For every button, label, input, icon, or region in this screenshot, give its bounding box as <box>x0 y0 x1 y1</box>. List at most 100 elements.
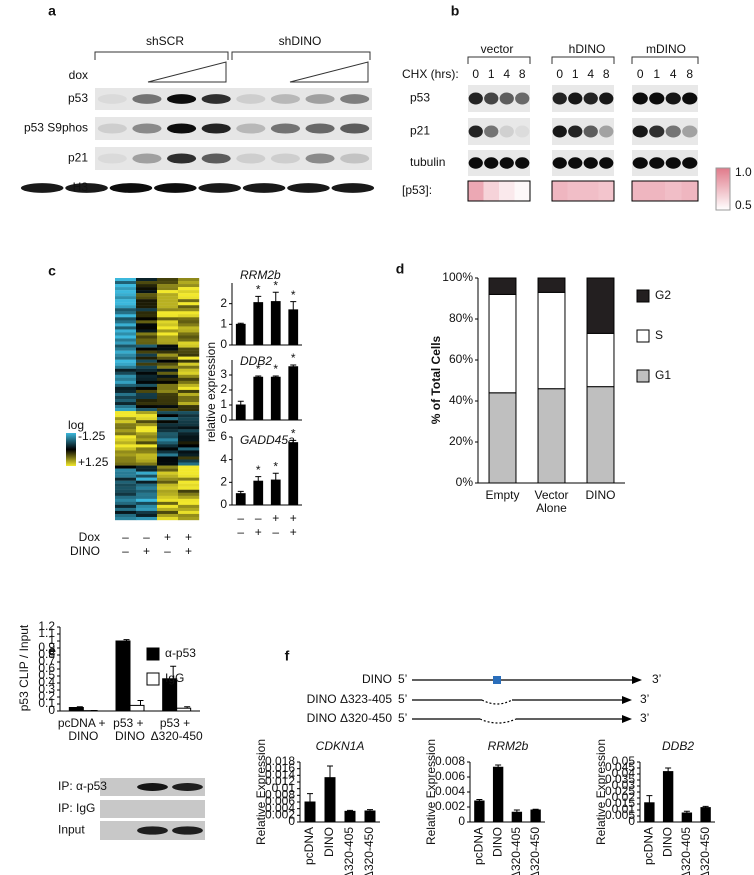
blot-band <box>515 92 530 105</box>
blot <box>20 177 375 199</box>
heatmap-cell <box>178 278 200 282</box>
heatmap-cell <box>157 489 179 493</box>
panel-label: c <box>48 263 56 279</box>
bracket <box>631 56 699 64</box>
heatmap-cell <box>136 353 158 357</box>
blot-band <box>340 123 370 134</box>
heatmap-cell <box>136 287 158 291</box>
heatmap-cell <box>136 441 158 445</box>
quant-cell <box>665 181 682 201</box>
heatmap-cell <box>115 359 137 363</box>
blot-band <box>287 183 330 193</box>
y-tick-label: 1 <box>220 397 227 411</box>
bar <box>253 302 264 346</box>
heatmap-cell <box>178 513 200 518</box>
time-label: 0 <box>556 67 563 81</box>
heatmap-cell <box>136 380 158 385</box>
heatmap-cell <box>178 435 200 439</box>
heatmap-cell <box>157 447 179 451</box>
heatmap-cell <box>157 395 179 400</box>
heatmap-cell <box>157 516 179 521</box>
heatmap-cell <box>115 492 137 496</box>
heatmap-cell <box>157 435 179 439</box>
heatmap-cell <box>136 444 158 448</box>
heatmap-cell <box>115 414 137 418</box>
heatmap-cell <box>115 311 137 315</box>
quant-box <box>631 180 699 202</box>
heatmap-cell <box>136 429 158 433</box>
deletion-gap <box>481 699 513 705</box>
panel-label: d <box>396 261 405 277</box>
heatmap-cell <box>157 308 179 312</box>
heatmap-cell <box>115 356 137 360</box>
y-tick-label: 0.3 <box>38 682 55 696</box>
blot-band <box>201 123 231 134</box>
x-tick-label: Vector Alone <box>534 488 568 515</box>
heatmap-cell <box>178 423 200 427</box>
error-bar <box>367 809 373 811</box>
heatmap-cell <box>157 477 179 481</box>
heatmap-cell <box>115 386 137 391</box>
heatmap-cell <box>178 417 200 421</box>
heatmap-cell <box>157 323 179 327</box>
heatmap-cell <box>178 426 200 430</box>
blot-band <box>499 92 514 105</box>
axis-title: CHX (hrs): <box>402 67 459 81</box>
bar-segment <box>537 388 566 484</box>
y-tick-label: 0.005 <box>605 808 635 822</box>
heatmap-cell <box>136 504 158 509</box>
bar <box>662 771 674 823</box>
heatmap-cell <box>115 438 137 442</box>
heatmap-cell <box>136 389 158 394</box>
row-label: p53 S9phos <box>24 121 88 135</box>
heatmap-cell <box>157 347 179 351</box>
bar <box>530 809 541 823</box>
x-tick-label: pcDNA <box>302 827 316 865</box>
blot-band <box>270 153 300 164</box>
heatmap-cell <box>178 477 200 481</box>
y-tick-label: 0.8 <box>38 647 55 661</box>
blot-band <box>599 92 614 105</box>
row-label: IP: α-p53 <box>58 779 107 793</box>
heatmap-cell <box>115 456 137 460</box>
x-tick-label: DINO <box>322 827 336 857</box>
dose-wedge <box>289 61 369 83</box>
y-tick-label: 0 <box>628 814 635 828</box>
error-bar <box>272 472 279 481</box>
heatmap-cell <box>115 459 137 463</box>
heatmap-cell <box>178 296 200 300</box>
heatmap-cell <box>136 320 158 324</box>
y-tick-label: 0.004 <box>435 784 465 798</box>
heatmap-cell <box>115 392 137 397</box>
blot-band <box>649 157 665 169</box>
legend-label: IgG <box>165 671 184 685</box>
bar <box>344 810 356 823</box>
y-tick-label: 0.4 <box>38 675 55 689</box>
bar <box>162 678 178 712</box>
heatmap-cell <box>136 365 158 369</box>
treatment-label: dox <box>69 68 88 82</box>
heatmap-cell <box>136 338 158 342</box>
heatmap-cell <box>157 399 179 403</box>
heatmap-cell <box>136 278 158 282</box>
heatmap-cell <box>115 332 137 336</box>
heatmap-cell <box>136 501 158 506</box>
time-label: 8 <box>686 67 693 81</box>
error-bar <box>495 764 502 768</box>
condition-sign: – <box>255 511 262 525</box>
heatmap-cell <box>157 299 179 303</box>
bar <box>235 404 246 421</box>
bracket <box>551 56 615 64</box>
row-label: p53 <box>410 91 430 105</box>
heatmap-cell <box>115 320 137 324</box>
heatmap-cell <box>157 429 179 433</box>
y-tick-label: 0.01 <box>272 781 296 795</box>
quant-cell <box>681 181 698 201</box>
heatmap-cell <box>157 359 179 363</box>
heatmap-cell <box>115 308 137 312</box>
quant-cell <box>648 181 665 201</box>
arrowhead <box>622 696 632 704</box>
heatmap-cell <box>157 507 179 512</box>
y-tick-label: 0 <box>220 497 227 511</box>
x-tick-label: DINO <box>660 827 674 857</box>
